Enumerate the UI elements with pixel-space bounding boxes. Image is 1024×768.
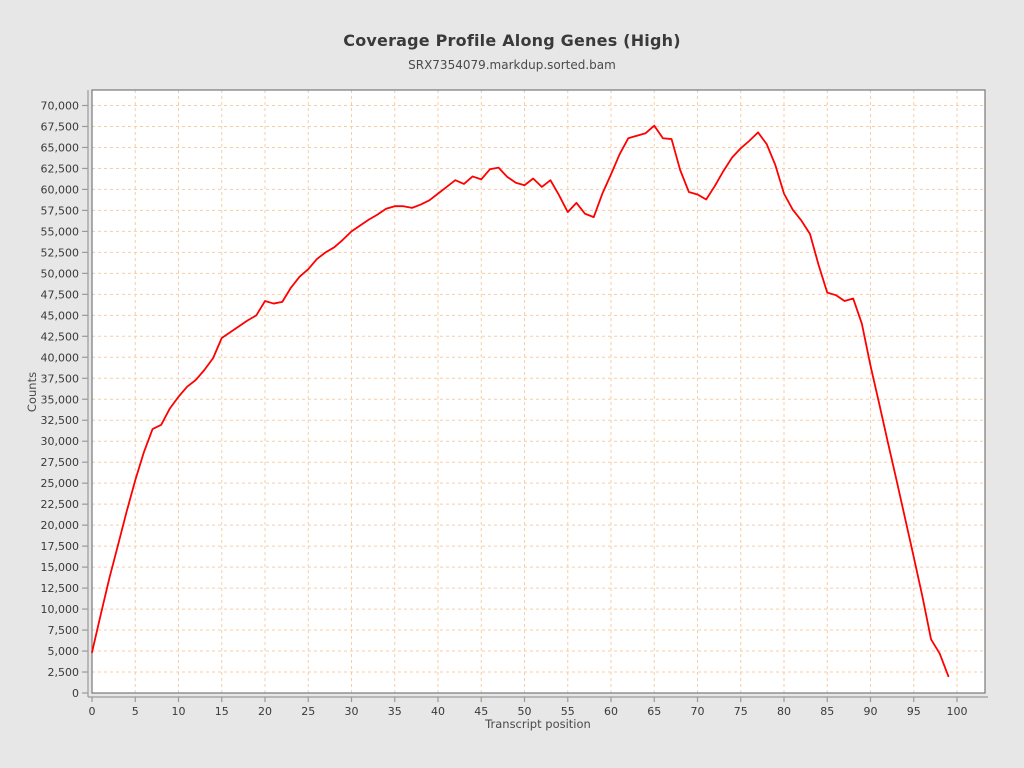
x-axis: 0 5 10 15 20 25 30 35 40 45 50 55 60 65 70 75 80 85 90 95 10… (88, 696, 988, 718)
y-tick-label: 62,500 (41, 162, 80, 175)
coverage-line (91, 124, 950, 678)
chart-title: Coverage Profile Along Genes (High) (343, 31, 681, 50)
x-axis-label: Transcript position (484, 717, 591, 731)
x-tick-label: 5 (132, 705, 139, 718)
y-tick-label: 52,500 (41, 246, 80, 259)
x-tick-label: 75 (734, 705, 748, 718)
y-tick-label: 17,500 (41, 540, 80, 553)
y-tick-label: 40,000 (41, 351, 80, 364)
y-tick-label: 12,500 (41, 582, 80, 595)
x-tick-label: 60 (604, 705, 618, 718)
y-tick-label: 27,500 (41, 456, 80, 469)
x-tick-label: 50 (518, 705, 532, 718)
y-tick-label: 30,000 (41, 435, 80, 448)
plot-area (92, 90, 985, 693)
y-tick-label: 0 (72, 687, 79, 700)
x-tick-label: 55 (561, 705, 575, 718)
y-tick-label: 57,500 (41, 204, 80, 217)
x-tick-label: 10 (172, 705, 186, 718)
plot-border (91, 89, 986, 694)
x-tick-label: 25 (301, 705, 315, 718)
x-tick-label: 15 (215, 705, 229, 718)
y-tick-label: 15,000 (41, 561, 80, 574)
y-tick-label: 35,000 (41, 393, 80, 406)
x-tick-label: 35 (388, 705, 402, 718)
y-tick-label: 32,500 (41, 414, 80, 427)
y-tick-label: 50,000 (41, 267, 80, 280)
y-tick-label: 25,000 (41, 477, 80, 490)
x-tick-label: 85 (820, 705, 834, 718)
x-tick-label: 0 (89, 705, 96, 718)
x-tick-label: 45 (474, 705, 488, 718)
y-tick-label: 20,000 (41, 519, 80, 532)
y-tick-label: 5,000 (48, 645, 80, 658)
x-tick-label: 40 (431, 705, 445, 718)
y-tick-label: 70,000 (41, 100, 80, 113)
y-tick-label: 45,000 (41, 309, 80, 322)
x-tick-label: 30 (345, 705, 359, 718)
x-tick-label: 65 (647, 705, 661, 718)
y-tick-label: 67,500 (41, 120, 80, 133)
chart-subtitle: SRX7354079.markdup.sorted.bam (408, 58, 616, 72)
x-tick-label: 95 (907, 705, 921, 718)
y-tick-label: 22,500 (41, 498, 80, 511)
y-tick-label: 65,000 (41, 141, 80, 154)
y-tick-label: 47,500 (41, 288, 80, 301)
y-tick-label: 55,000 (41, 225, 80, 238)
y-axis: 0 2,500 5,000 7,500 10,000 12,500 15,000 17,500… (41, 90, 89, 700)
y-tick-label: 60,000 (41, 183, 80, 196)
x-tick-label: 80 (777, 705, 791, 718)
y-axis-label: Counts (25, 372, 39, 412)
y-tick-label: 42,500 (41, 330, 80, 343)
x-tick-label: 70 (691, 705, 705, 718)
gridlines (92, 90, 985, 693)
x-tick-label: 20 (258, 705, 272, 718)
x-tick-label: 90 (864, 705, 878, 718)
y-tick-label: 37,500 (41, 372, 80, 385)
y-tick-label: 7,500 (48, 624, 80, 637)
x-tick-label: 100 (947, 705, 968, 718)
y-tick-label: 2,500 (48, 666, 80, 679)
y-tick-label: 10,000 (41, 603, 80, 616)
